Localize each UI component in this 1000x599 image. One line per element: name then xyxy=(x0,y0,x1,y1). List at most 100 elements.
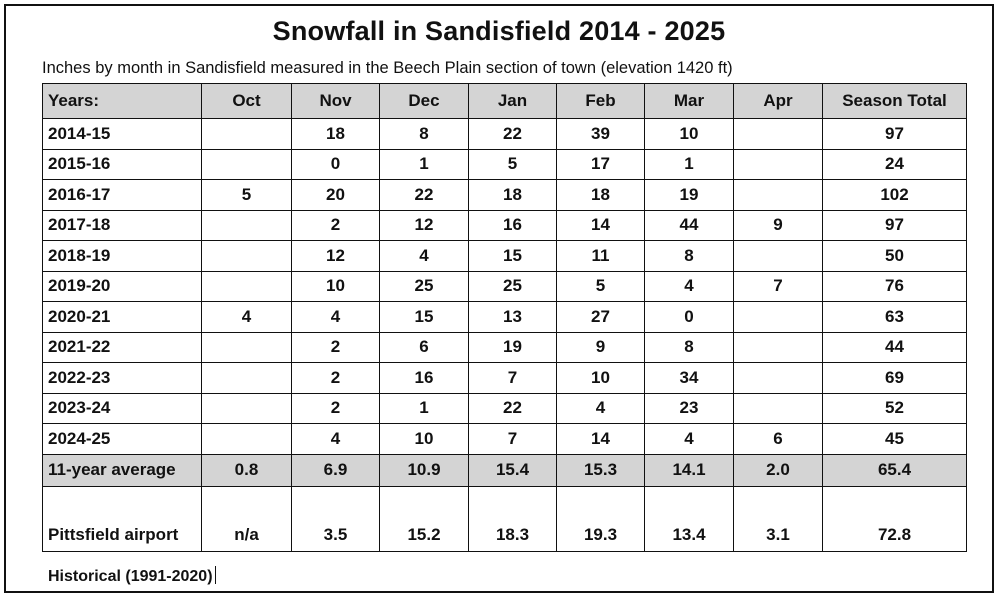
table-cell: 69 xyxy=(822,362,967,394)
row-label: 2024-25 xyxy=(42,423,202,455)
table-cell: 16 xyxy=(468,209,557,241)
table-cell: 14.1 xyxy=(644,453,734,487)
table-cell xyxy=(201,270,292,302)
table-cell: 14 xyxy=(556,209,645,241)
column-header: Dec xyxy=(379,83,469,119)
table-cell: 2 xyxy=(291,331,380,363)
row-label: 2021-22 xyxy=(42,331,202,363)
table-cell: 18 xyxy=(291,118,380,150)
table-cell: 72.8 xyxy=(822,485,967,552)
row-label: 2016-17 xyxy=(42,179,202,211)
footnote-text: Historical (1991-2020) xyxy=(48,568,213,585)
column-header: Mar xyxy=(644,83,734,119)
table-cell: 5 xyxy=(556,270,645,302)
table-cell: 10 xyxy=(644,118,734,150)
table-cell: 19 xyxy=(468,331,557,363)
table-cell: 10 xyxy=(556,362,645,394)
row-label: 2015-16 xyxy=(42,148,202,180)
table-cell xyxy=(201,331,292,363)
table-cell: 45 xyxy=(822,423,967,455)
table-cell: 22 xyxy=(468,118,557,150)
column-header: Oct xyxy=(201,83,292,119)
table-cell: 4 xyxy=(291,423,380,455)
row-label: Pittsfield airport xyxy=(42,485,202,552)
table-cell: 39 xyxy=(556,118,645,150)
table-cell: 76 xyxy=(822,270,967,302)
table-cell: 10.9 xyxy=(379,453,469,487)
table-cell: 15.2 xyxy=(379,485,469,552)
table-cell: 18.3 xyxy=(468,485,557,552)
table-cell: 97 xyxy=(822,118,967,150)
table-body: 2014-15 18 8 22 39 10 97 2015-16 0 1 5 17 1 24 2016-17… xyxy=(42,118,967,552)
footnote: Historical (1991-2020) xyxy=(48,566,216,586)
table-cell: 7 xyxy=(733,270,823,302)
table-cell: 12 xyxy=(379,209,469,241)
table-cell xyxy=(201,209,292,241)
table-cell: 4 xyxy=(201,301,292,333)
table-cell xyxy=(201,148,292,180)
table-cell: 44 xyxy=(822,331,967,363)
row-label: 2022-23 xyxy=(42,362,202,394)
table-cell: 52 xyxy=(822,392,967,424)
table-cell: 24 xyxy=(822,148,967,180)
table-cell: 23 xyxy=(644,392,734,424)
table-cell: 2.0 xyxy=(733,453,823,487)
row-label: 2020-21 xyxy=(42,301,202,333)
table-cell xyxy=(201,118,292,150)
table-cell: 5 xyxy=(468,148,557,180)
chart-title: Snowfall in Sandisfield 2014 - 2025 xyxy=(272,16,726,46)
table-cell: 63 xyxy=(822,301,967,333)
table-cell: 97 xyxy=(822,209,967,241)
table-cell: 15 xyxy=(379,301,469,333)
chart-subtitle: Inches by month in Sandisfield measured … xyxy=(42,59,733,77)
table-cell xyxy=(733,179,823,211)
table-cell: 34 xyxy=(644,362,734,394)
table-cell: 16 xyxy=(379,362,469,394)
table-cell: 14 xyxy=(556,423,645,455)
table-cell: 17 xyxy=(556,148,645,180)
table-cell: 9 xyxy=(556,331,645,363)
column-header: Feb xyxy=(556,83,645,119)
table-cell: 2 xyxy=(291,362,380,394)
row-label: 2017-18 xyxy=(42,209,202,241)
table-cell: 65.4 xyxy=(822,453,967,487)
table-row: 2021-22 2 6 19 9 8 44 xyxy=(42,331,967,363)
table-cell xyxy=(733,362,823,394)
table-cell: 44 xyxy=(644,209,734,241)
table-cell: 15.4 xyxy=(468,453,557,487)
table-cell: 6.9 xyxy=(291,453,380,487)
table-row: 2015-16 0 1 5 17 1 24 xyxy=(42,148,967,180)
table-row: 2022-23 2 16 7 10 34 69 xyxy=(42,362,967,394)
table-cell: 27 xyxy=(556,301,645,333)
column-header: Nov xyxy=(291,83,380,119)
header-row: Years: Oct Nov Dec Jan Feb Mar Apr Season Total xyxy=(42,83,967,119)
table-cell: 0 xyxy=(291,148,380,180)
table-cell: 8 xyxy=(644,331,734,363)
table-cell: 10 xyxy=(291,270,380,302)
column-header: Apr xyxy=(733,83,823,119)
table-row: 2018-19 12 4 15 11 8 50 xyxy=(42,240,967,272)
table-row: 2017-18 2 12 16 14 44 9 97 xyxy=(42,209,967,241)
table-cell xyxy=(733,331,823,363)
table-cell: 6 xyxy=(733,423,823,455)
table-cell: 8 xyxy=(379,118,469,150)
table-cell: 3.5 xyxy=(291,485,380,552)
historical-row: Pittsfield airport n/a 3.5 15.2 18.3 19.3 13.4… xyxy=(42,485,967,552)
table-cell: 19.3 xyxy=(556,485,645,552)
table-row: 2024-25 4 10 7 14 4 6 45 xyxy=(42,423,967,455)
table-cell: 7 xyxy=(468,423,557,455)
table-cell: 12 xyxy=(291,240,380,272)
table-cell: 13 xyxy=(468,301,557,333)
chart-frame: Snowfall in Sandisfield 2014 - 2025 Inch… xyxy=(4,4,994,593)
text-cursor xyxy=(214,566,216,584)
table-cell xyxy=(733,301,823,333)
snowfall-table: Years: Oct Nov Dec Jan Feb Mar Apr Season Total … xyxy=(42,83,967,552)
table-cell xyxy=(201,392,292,424)
row-label: 2023-24 xyxy=(42,392,202,424)
table-cell: 1 xyxy=(379,148,469,180)
table-row: 2023-24 2 1 22 4 23 52 xyxy=(42,392,967,424)
table-cell: 18 xyxy=(468,179,557,211)
table-cell: 1 xyxy=(379,392,469,424)
table-cell: 13.4 xyxy=(644,485,734,552)
table-cell: 15.3 xyxy=(556,453,645,487)
